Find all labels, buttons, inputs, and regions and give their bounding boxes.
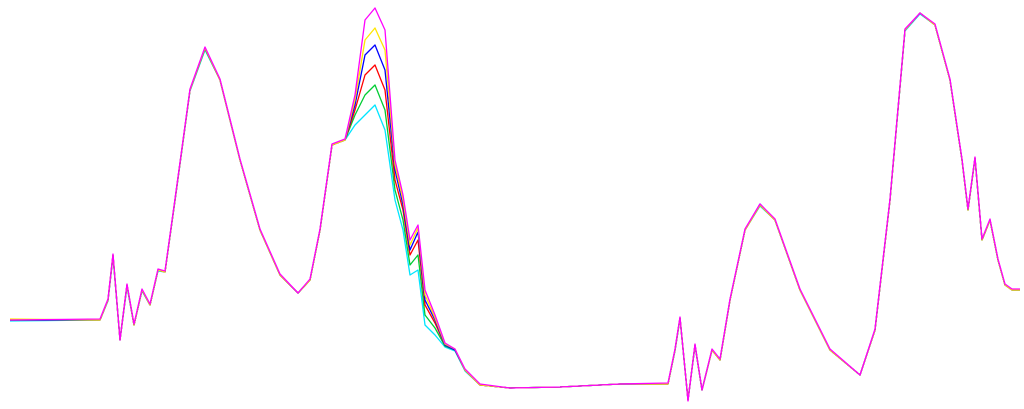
trace [10, 12, 1020, 401]
trace [10, 12, 1020, 401]
trace [9, 13, 1020, 401]
trace [9, 12, 1020, 401]
trace [10, 12, 1020, 401]
trace [9, 7, 1020, 402]
